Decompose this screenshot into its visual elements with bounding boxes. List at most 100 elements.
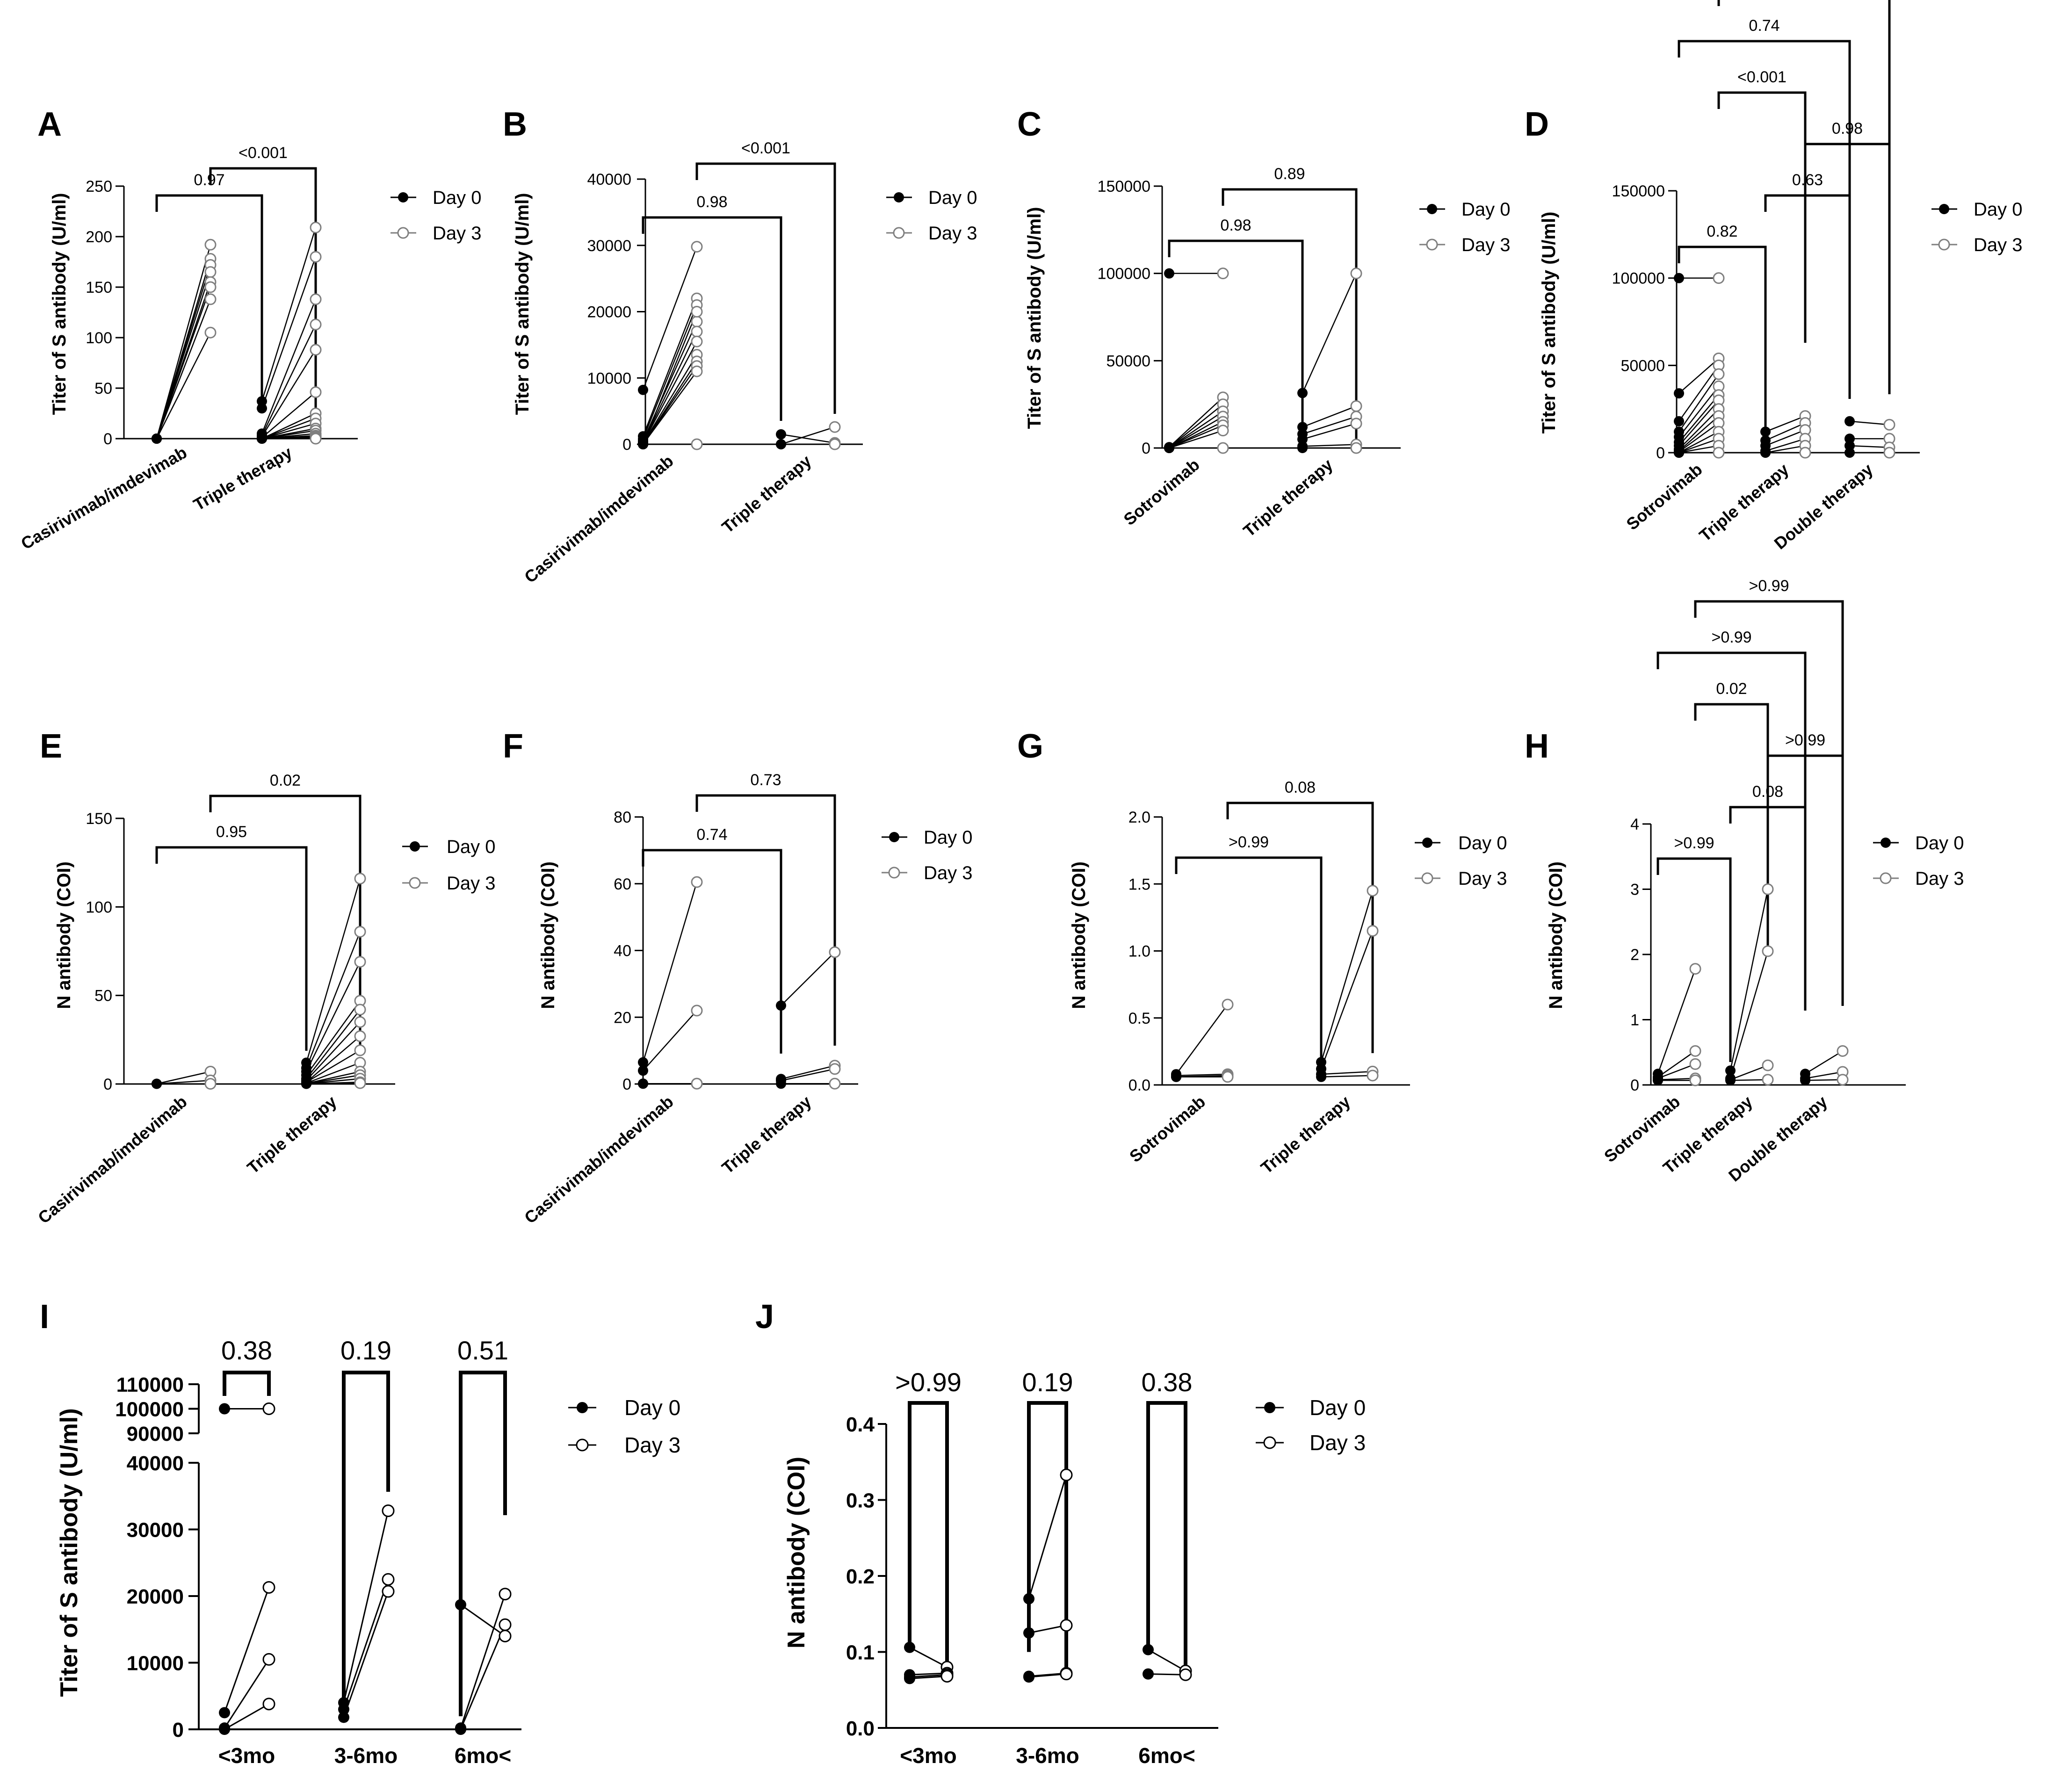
day3-point bbox=[1367, 1069, 1379, 1082]
pair-line bbox=[261, 256, 317, 409]
pair-line bbox=[642, 311, 698, 445]
y-tick-label: 0 bbox=[1630, 1077, 1639, 1094]
pair-line bbox=[909, 1647, 948, 1668]
comparison-p-value: <0.001 bbox=[239, 144, 288, 162]
pair-line bbox=[642, 341, 698, 443]
day3-point bbox=[1762, 883, 1774, 895]
day0-point bbox=[1760, 448, 1771, 458]
comparison-bracket bbox=[155, 846, 308, 1051]
day0-point bbox=[1674, 416, 1684, 426]
pair-line bbox=[156, 1071, 211, 1084]
comparison-bracket bbox=[1656, 857, 1732, 1062]
pair-line bbox=[781, 1068, 835, 1082]
pair-line bbox=[1028, 1625, 1067, 1634]
data-marks bbox=[152, 222, 322, 445]
day3-point bbox=[204, 1078, 217, 1090]
y-tick-label: 0 bbox=[622, 1076, 631, 1093]
y-tick-label: 50000 bbox=[1620, 357, 1665, 375]
y-tick-label: 150 bbox=[86, 279, 112, 296]
y-tick-label: 0.1 bbox=[846, 1641, 875, 1664]
day3-point bbox=[354, 1044, 366, 1056]
day3-point bbox=[204, 266, 217, 278]
comparison-p-value: 0.74 bbox=[1749, 17, 1779, 35]
comparison-bracket bbox=[1694, 600, 1844, 852]
pair-line bbox=[1175, 1004, 1229, 1075]
pair-line bbox=[1302, 423, 1357, 440]
data-marks bbox=[638, 876, 841, 1090]
comparison-p-value: 0.74 bbox=[696, 826, 727, 844]
panel-label: C bbox=[1017, 106, 1042, 143]
y-axis-title: N antibody (COI) bbox=[1069, 861, 1089, 1009]
legend: Day 0 Day 3 bbox=[1415, 833, 1507, 889]
day0-point bbox=[257, 396, 267, 407]
day0-point bbox=[219, 1724, 230, 1735]
day3-point bbox=[829, 1077, 841, 1090]
day3-point bbox=[1367, 925, 1379, 937]
pair-line bbox=[1657, 1077, 1696, 1081]
y-tick-label: 10000 bbox=[587, 369, 631, 387]
legend: Day 0 Day 3 bbox=[402, 837, 496, 894]
legend: Day 0 Day 3 bbox=[568, 1395, 680, 1457]
y-tick-label: 150000 bbox=[1098, 178, 1150, 195]
day3-point bbox=[354, 1077, 366, 1089]
day3-point bbox=[1689, 1058, 1701, 1070]
pair-line bbox=[306, 1009, 361, 1079]
pair-line bbox=[642, 882, 698, 1062]
pair-line bbox=[1321, 1075, 1373, 1078]
day3-point bbox=[262, 1653, 275, 1666]
day3-point bbox=[310, 344, 322, 356]
day0-point bbox=[1674, 388, 1684, 399]
y-tick-label: 30000 bbox=[127, 1519, 184, 1542]
y-tick-label: 2.0 bbox=[1128, 809, 1150, 826]
panel-d: D Titer of S antibody (U/ml) 0 50000 10000… bbox=[1525, 0, 2023, 553]
pair-line bbox=[781, 434, 835, 444]
day3-point bbox=[829, 421, 841, 433]
legend-day0-label: Day 0 bbox=[1974, 199, 2023, 220]
pair-line bbox=[1678, 394, 1719, 443]
pair-line bbox=[343, 1579, 389, 1710]
pair-line bbox=[460, 1594, 506, 1728]
day3-point bbox=[310, 386, 322, 398]
day3-point bbox=[1217, 425, 1229, 437]
comparison-p-value: 0.95 bbox=[216, 823, 247, 841]
pair-line bbox=[1169, 425, 1223, 449]
legend-day0-label: Day 0 bbox=[1458, 833, 1507, 853]
panel-label: B bbox=[503, 106, 527, 143]
legend: Day 0 Day 3 bbox=[882, 827, 973, 883]
comparison-bracket bbox=[1764, 194, 1851, 399]
pair-line bbox=[261, 349, 317, 437]
x-categories: <3mo 3-6mo 6mo< bbox=[900, 1743, 1195, 1768]
day3-point bbox=[310, 318, 322, 331]
legend-day0-label: Day 0 bbox=[924, 827, 973, 848]
legend-day0-label: Day 0 bbox=[447, 837, 496, 857]
legend-day3-label: Day 3 bbox=[924, 863, 973, 883]
day0-point bbox=[1844, 448, 1855, 458]
pair-line bbox=[1678, 445, 1719, 454]
pair-line bbox=[1320, 931, 1374, 1069]
legend-day0-label: Day 0 bbox=[1915, 833, 1964, 853]
pair-line bbox=[261, 418, 316, 440]
day3-point bbox=[1367, 885, 1379, 897]
comparison-brackets: >0.99 0.19 0.38 bbox=[895, 1367, 1193, 1671]
pair-line bbox=[305, 931, 361, 1069]
y-tick-label: 3 bbox=[1630, 881, 1639, 899]
comparison-bracket bbox=[1656, 651, 1807, 856]
legend-day3-marker bbox=[1938, 238, 1950, 251]
y-tick-label: 80 bbox=[614, 809, 631, 826]
day0-point bbox=[1800, 1075, 1810, 1086]
day3-point bbox=[1222, 1071, 1234, 1083]
y-tick-label: 100000 bbox=[115, 1398, 184, 1421]
y-ticks: 0 50000 100000 150000 bbox=[1612, 182, 1920, 462]
day0-point bbox=[638, 384, 648, 395]
x-category-label: Triple therapy bbox=[718, 1092, 815, 1178]
comparison-bracket bbox=[1717, 91, 1807, 343]
day3-point bbox=[310, 293, 322, 305]
x-category-label: 6mo< bbox=[455, 1743, 511, 1768]
y-tick-label: 100 bbox=[86, 898, 112, 916]
comparison-p-value: 0.08 bbox=[1285, 779, 1316, 796]
y-tick-label: 0.5 bbox=[1128, 1010, 1150, 1027]
legend-day3-label: Day 3 bbox=[928, 223, 977, 244]
legend-day0-marker bbox=[894, 192, 904, 202]
x-categories: <3mo 3-6mo 6mo< bbox=[218, 1743, 511, 1768]
